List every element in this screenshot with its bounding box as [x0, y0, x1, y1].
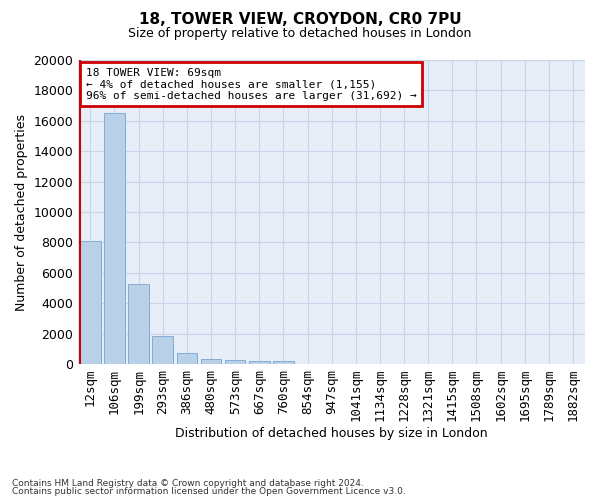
Bar	[176, 352, 197, 364]
Bar	[128, 284, 149, 364]
Bar	[80, 241, 101, 364]
Bar	[201, 359, 221, 364]
Bar	[152, 336, 173, 364]
Bar	[249, 360, 269, 364]
Bar	[225, 360, 245, 364]
Bar	[273, 361, 293, 364]
Bar	[104, 113, 125, 364]
Y-axis label: Number of detached properties: Number of detached properties	[15, 114, 28, 310]
X-axis label: Distribution of detached houses by size in London: Distribution of detached houses by size …	[175, 427, 488, 440]
Text: Contains public sector information licensed under the Open Government Licence v3: Contains public sector information licen…	[12, 487, 406, 496]
Text: Size of property relative to detached houses in London: Size of property relative to detached ho…	[128, 28, 472, 40]
Text: 18 TOWER VIEW: 69sqm
← 4% of detached houses are smaller (1,155)
96% of semi-det: 18 TOWER VIEW: 69sqm ← 4% of detached ho…	[86, 68, 416, 101]
Text: Contains HM Land Registry data © Crown copyright and database right 2024.: Contains HM Land Registry data © Crown c…	[12, 478, 364, 488]
Text: 18, TOWER VIEW, CROYDON, CR0 7PU: 18, TOWER VIEW, CROYDON, CR0 7PU	[139, 12, 461, 28]
